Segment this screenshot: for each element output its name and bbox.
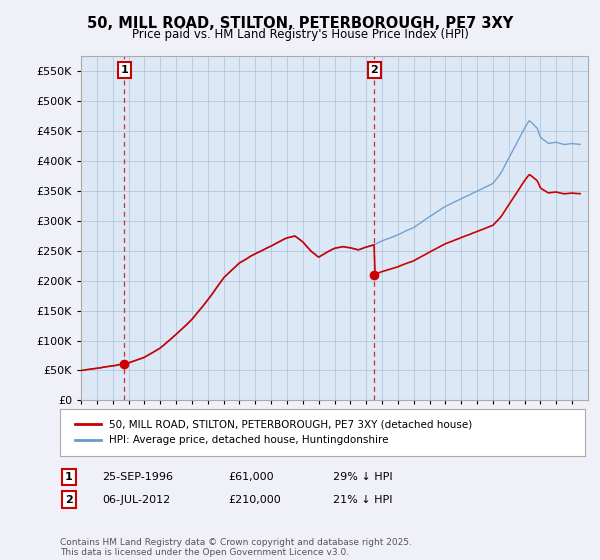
Text: 06-JUL-2012: 06-JUL-2012 xyxy=(102,494,170,505)
Text: Contains HM Land Registry data © Crown copyright and database right 2025.
This d: Contains HM Land Registry data © Crown c… xyxy=(60,538,412,557)
Text: 2: 2 xyxy=(65,494,73,505)
Legend: 50, MILL ROAD, STILTON, PETERBOROUGH, PE7 3XY (detached house), HPI: Average pri: 50, MILL ROAD, STILTON, PETERBOROUGH, PE… xyxy=(70,416,476,449)
Text: 1: 1 xyxy=(121,65,128,75)
Text: £210,000: £210,000 xyxy=(228,494,281,505)
Text: 25-SEP-1996: 25-SEP-1996 xyxy=(102,472,173,482)
Text: Price paid vs. HM Land Registry's House Price Index (HPI): Price paid vs. HM Land Registry's House … xyxy=(131,28,469,41)
Text: 21% ↓ HPI: 21% ↓ HPI xyxy=(333,494,392,505)
Text: 1: 1 xyxy=(65,472,73,482)
Text: 29% ↓ HPI: 29% ↓ HPI xyxy=(333,472,392,482)
Text: 50, MILL ROAD, STILTON, PETERBOROUGH, PE7 3XY: 50, MILL ROAD, STILTON, PETERBOROUGH, PE… xyxy=(87,16,513,31)
Text: 2: 2 xyxy=(370,65,378,75)
Text: £61,000: £61,000 xyxy=(228,472,274,482)
